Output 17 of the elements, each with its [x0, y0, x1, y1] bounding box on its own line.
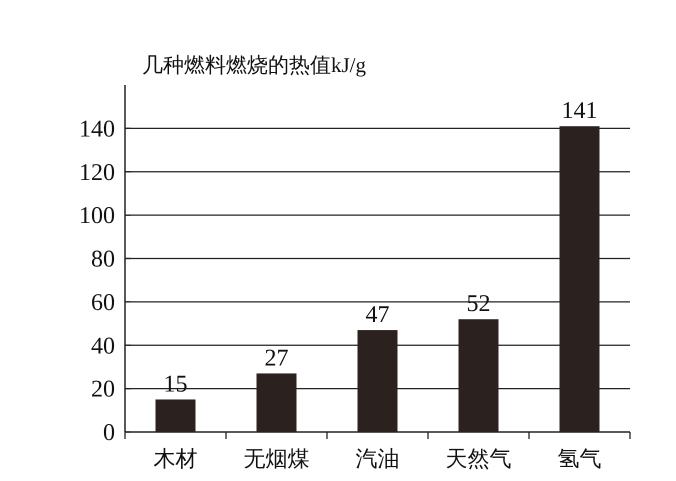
y-tick-label: 0 [103, 420, 115, 446]
y-tick-label: 80 [91, 246, 115, 272]
x-tick-label: 无烟煤 [244, 446, 310, 471]
x-tick-label: 汽油 [356, 446, 400, 471]
chart-title: 几种燃料燃烧的热值kJ/g [142, 53, 367, 77]
y-tick-label: 120 [79, 160, 115, 186]
y-tick-label: 100 [79, 203, 115, 230]
y-tick-label: 40 [91, 333, 115, 360]
x-tick-label: 天然气 [446, 446, 512, 471]
data-label: 27 [264, 345, 288, 372]
y-tick-label: 20 [91, 376, 115, 403]
data-label: 141 [562, 98, 598, 124]
x-tick-label: 木材 [154, 446, 198, 471]
y-tick-label: 60 [91, 290, 115, 316]
x-tick-label: 氢气 [558, 446, 602, 471]
y-tick-label: 140 [79, 116, 115, 142]
data-label: 47 [366, 302, 390, 328]
